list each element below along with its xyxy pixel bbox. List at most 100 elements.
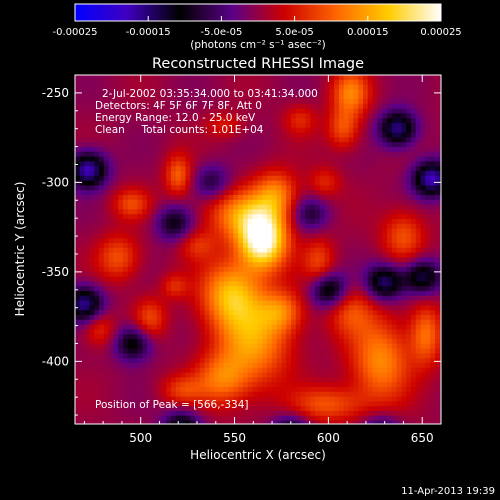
heatmap-cell bbox=[151, 204, 157, 210]
heatmap-cell bbox=[209, 324, 215, 330]
heatmap-cell bbox=[99, 329, 105, 335]
heatmap-cell bbox=[94, 300, 100, 306]
heatmap-cell bbox=[238, 228, 244, 234]
heatmap-cell bbox=[353, 223, 359, 229]
heatmap-cell bbox=[161, 267, 167, 273]
heatmap-cell bbox=[127, 219, 133, 225]
heatmap-cell bbox=[214, 151, 220, 157]
heatmap-cell bbox=[99, 339, 105, 345]
heatmap-cell bbox=[137, 319, 143, 325]
heatmap-cell bbox=[382, 310, 388, 316]
heatmap-cell bbox=[315, 123, 321, 129]
heatmap-cell bbox=[233, 363, 239, 369]
heatmap-cell bbox=[180, 199, 186, 205]
heatmap-cell bbox=[147, 219, 153, 225]
heatmap-cell bbox=[430, 204, 436, 210]
heatmap-cell bbox=[156, 291, 162, 297]
heatmap-cell bbox=[310, 75, 316, 81]
heatmap-cell bbox=[209, 214, 215, 220]
heatmap-cell bbox=[84, 334, 90, 340]
heatmap-cell bbox=[387, 243, 393, 249]
heatmap-cell bbox=[396, 343, 402, 349]
heatmap-cell bbox=[79, 113, 85, 119]
heatmap-cell bbox=[276, 324, 282, 330]
heatmap-cell bbox=[435, 151, 441, 157]
heatmap-cell bbox=[406, 99, 412, 105]
heatmap-cell bbox=[339, 295, 345, 301]
heatmap-cell bbox=[84, 324, 90, 330]
heatmap-cell bbox=[310, 267, 316, 273]
heatmap-cell bbox=[142, 127, 148, 133]
heatmap-cell bbox=[324, 190, 330, 196]
heatmap-cell bbox=[271, 343, 277, 349]
heatmap-cell bbox=[185, 247, 191, 253]
heatmap-cell bbox=[363, 310, 369, 316]
heatmap-cell bbox=[372, 363, 378, 369]
heatmap-cell bbox=[276, 103, 282, 109]
heatmap-cell bbox=[79, 199, 85, 205]
heatmap-cell bbox=[415, 175, 421, 181]
heatmap-cell bbox=[89, 209, 95, 215]
heatmap-cell bbox=[305, 99, 311, 105]
heatmap-cell bbox=[214, 113, 220, 119]
heatmap-cell bbox=[132, 156, 138, 162]
heatmap-cell bbox=[281, 295, 287, 301]
heatmap-cell bbox=[334, 147, 340, 153]
heatmap-cell bbox=[343, 257, 349, 263]
heatmap-cell bbox=[113, 233, 119, 239]
heatmap-cell bbox=[406, 267, 412, 273]
heatmap-cell bbox=[161, 305, 167, 311]
heatmap-cell bbox=[281, 89, 287, 95]
heatmap-cell bbox=[329, 103, 335, 109]
heatmap-cell bbox=[276, 286, 282, 292]
heatmap-cell bbox=[209, 79, 215, 85]
heatmap-cell bbox=[271, 84, 277, 90]
heatmap-cell bbox=[185, 334, 191, 340]
heatmap-cell bbox=[257, 286, 263, 292]
heatmap-cell bbox=[103, 228, 109, 234]
heatmap-cell bbox=[286, 315, 292, 321]
heatmap-cell bbox=[156, 382, 162, 388]
heatmap-cell bbox=[103, 75, 109, 81]
heatmap-cell bbox=[353, 214, 359, 220]
heatmap-cell bbox=[123, 343, 129, 349]
heatmap-cell bbox=[137, 161, 143, 167]
heatmap-cell bbox=[315, 238, 321, 244]
heatmap-cell bbox=[291, 286, 297, 292]
heatmap-cell bbox=[353, 363, 359, 369]
heatmap-cell bbox=[257, 324, 263, 330]
heatmap-cell bbox=[286, 199, 292, 205]
heatmap-cell bbox=[257, 219, 263, 225]
heatmap-cell bbox=[343, 324, 349, 330]
heatmap-cell bbox=[156, 209, 162, 215]
heatmap-cell bbox=[175, 75, 181, 81]
heatmap-cell bbox=[363, 113, 369, 119]
heatmap-cell bbox=[75, 79, 81, 85]
heatmap-cell bbox=[171, 103, 177, 109]
heatmap-cell bbox=[132, 209, 138, 215]
heatmap-cell bbox=[75, 147, 81, 153]
heatmap-cell bbox=[127, 262, 133, 268]
heatmap-cell bbox=[156, 89, 162, 95]
heatmap-cell bbox=[324, 358, 330, 364]
heatmap-cell bbox=[171, 238, 177, 244]
heatmap-cell bbox=[387, 137, 393, 143]
heatmap-cell bbox=[377, 180, 383, 186]
heatmap-cell bbox=[262, 142, 268, 148]
heatmap-cell bbox=[300, 219, 306, 225]
heatmap-cell bbox=[214, 372, 220, 378]
heatmap-cell bbox=[435, 79, 441, 85]
heatmap-cell bbox=[204, 353, 210, 359]
heatmap-cell bbox=[238, 382, 244, 388]
heatmap-cell bbox=[343, 127, 349, 133]
heatmap-cell bbox=[291, 214, 297, 220]
heatmap-cell bbox=[358, 118, 364, 124]
heatmap-cell bbox=[103, 127, 109, 133]
heatmap-cell bbox=[401, 329, 407, 335]
heatmap-cell bbox=[310, 348, 316, 354]
heatmap-cell bbox=[238, 79, 244, 85]
heatmap-cell bbox=[415, 137, 421, 143]
heatmap-cell bbox=[161, 339, 167, 345]
heatmap-cell bbox=[89, 334, 95, 340]
